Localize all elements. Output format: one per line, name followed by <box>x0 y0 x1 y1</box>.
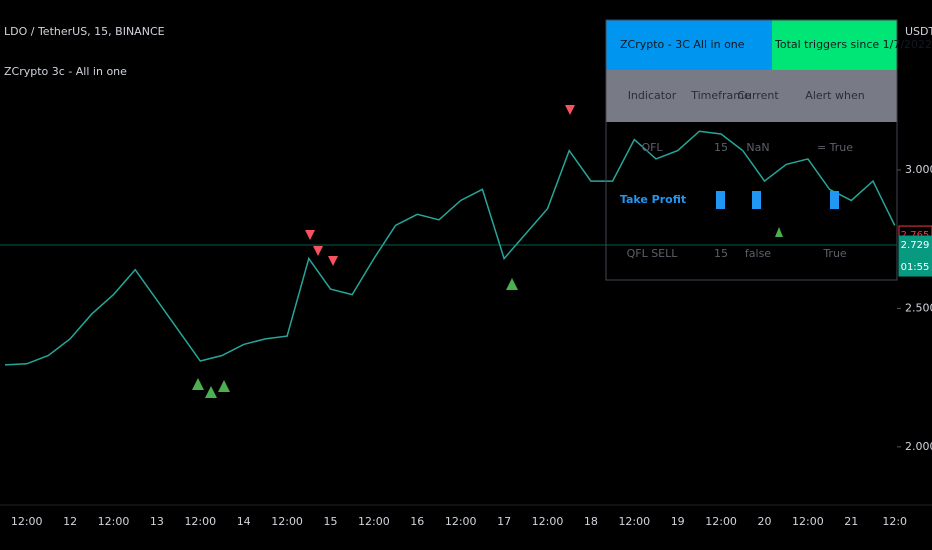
table-header: Indicator <box>628 89 677 102</box>
x-tick-label: 12:00 <box>445 515 477 528</box>
x-tick-label: 12:00 <box>358 515 390 528</box>
table-cell: 15 <box>714 247 728 260</box>
y-tick-label: 3.000 <box>905 163 932 176</box>
price-tag <box>898 235 932 277</box>
x-tick-label: 12:00 <box>11 515 43 528</box>
y-tick-label: 2.000 <box>905 440 932 453</box>
indicator-name: ZCrypto 3c - All in one <box>4 65 127 78</box>
x-tick-label: 12:00 <box>792 515 824 528</box>
x-tick-label: 12 <box>63 515 77 528</box>
table-header: Current <box>737 89 779 102</box>
table-cell: = True <box>817 141 853 154</box>
y-tick-label: 2.500 <box>905 301 932 314</box>
x-tick-label: 12:00 <box>271 515 303 528</box>
x-tick-label: 13 <box>150 515 164 528</box>
x-tick-label: 20 <box>758 515 772 528</box>
x-tick-label: 12:00 <box>532 515 564 528</box>
table-cell: NaN <box>746 141 769 154</box>
table-header: Timeframe <box>690 89 751 102</box>
y-axis-label: USDT <box>905 25 932 38</box>
price-line <box>4 130 896 366</box>
table-cell: True <box>822 247 847 260</box>
x-tick-label: 21 <box>844 515 858 528</box>
table-cell: 15 <box>714 141 728 154</box>
table-triggers: Total triggers since 1/7/2022: 1985 <box>774 38 932 51</box>
x-tick-label: 16 <box>410 515 424 528</box>
x-tick-label: 17 <box>497 515 511 528</box>
x-tick-label: 18 <box>584 515 598 528</box>
x-tick-label: 12:00 <box>184 515 216 528</box>
chart-title: LDO / TetherUS, 15, BINANCE <box>4 25 165 38</box>
countdown: 01:55 <box>901 262 930 273</box>
x-tick-label: 14 <box>237 515 251 528</box>
table-header: Alert when <box>805 89 864 102</box>
table-cell: Take Profit <box>620 193 686 206</box>
x-tick-label: 12:00 <box>705 515 737 528</box>
table-cell: QFL SELL <box>627 247 679 260</box>
signal-markers <box>192 105 783 398</box>
table-title: ZCrypto - 3C All in one <box>620 38 745 51</box>
x-tick-label: 12:00 <box>98 515 130 528</box>
stats-table: ZCrypto - 3C All in one Total triggers s… <box>605 19 932 281</box>
table-cell: QFL <box>641 141 663 154</box>
x-tick-label: 19 <box>671 515 685 528</box>
x-tick-label: 12:0 <box>882 515 907 528</box>
price-tag-label: 2.729 <box>901 240 930 251</box>
x-tick-label: 15 <box>324 515 338 528</box>
x-tick-label: 12:00 <box>618 515 650 528</box>
table-cell: false <box>745 247 771 260</box>
